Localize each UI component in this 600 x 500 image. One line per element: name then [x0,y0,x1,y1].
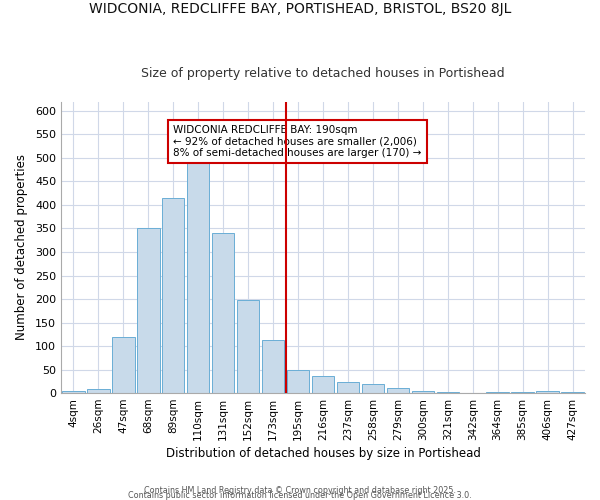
Text: WIDCONIA REDCLIFFE BAY: 190sqm
← 92% of detached houses are smaller (2,006)
8% o: WIDCONIA REDCLIFFE BAY: 190sqm ← 92% of … [173,125,422,158]
Bar [212,233,235,393]
Bar [162,198,184,393]
Bar [87,390,110,393]
Bar [362,384,384,393]
Bar [287,370,309,393]
Text: Contains HM Land Registry data © Crown copyright and database right 2025.: Contains HM Land Registry data © Crown c… [144,486,456,495]
X-axis label: Distribution of detached houses by size in Portishead: Distribution of detached houses by size … [166,447,481,460]
Bar [412,390,434,393]
Bar [312,376,334,393]
Bar [62,390,85,393]
Text: WIDCONIA, REDCLIFFE BAY, PORTISHEAD, BRISTOL, BS20 8JL: WIDCONIA, REDCLIFFE BAY, PORTISHEAD, BRI… [89,2,511,16]
Bar [386,388,409,393]
Bar [137,228,160,393]
Bar [262,340,284,393]
Bar [112,336,134,393]
Bar [437,392,459,393]
Title: Size of property relative to detached houses in Portishead: Size of property relative to detached ho… [141,66,505,80]
Bar [511,392,534,393]
Y-axis label: Number of detached properties: Number of detached properties [15,154,28,340]
Bar [187,158,209,393]
Bar [561,392,584,393]
Bar [487,392,509,393]
Bar [536,391,559,393]
Bar [337,382,359,393]
Text: Contains public sector information licensed under the Open Government Licence 3.: Contains public sector information licen… [128,490,472,500]
Bar [237,300,259,393]
